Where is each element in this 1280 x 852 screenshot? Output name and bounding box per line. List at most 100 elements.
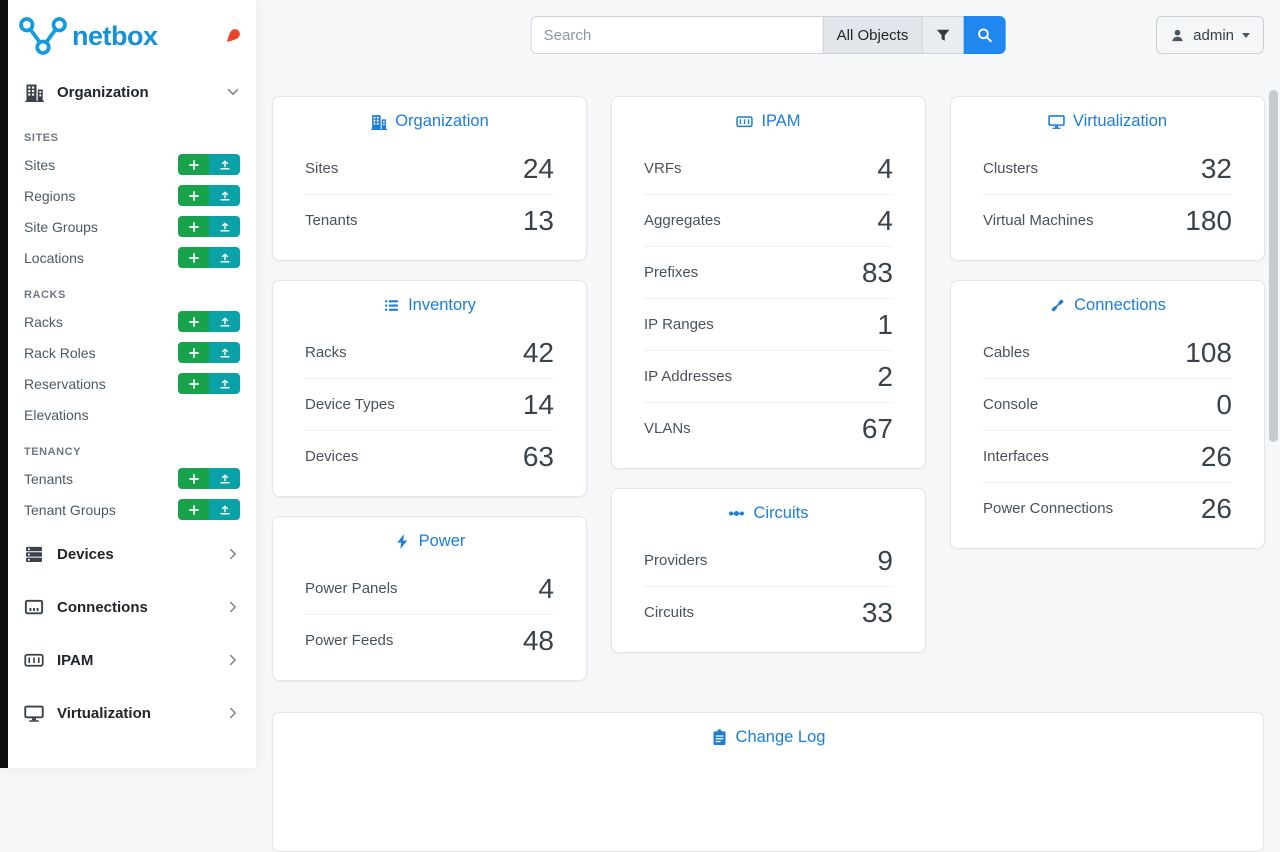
stat-row[interactable]: Cables 108 [983,327,1232,378]
sidebar-item-sites[interactable]: Sites [8,149,256,180]
stat-row[interactable]: Power Feeds 48 [305,614,554,666]
plus-icon [188,190,200,202]
sidebar-item-rack-roles[interactable]: Rack Roles [8,337,256,368]
sidebar-section-connections[interactable]: Connections [8,583,256,631]
stat-label[interactable]: Tenants [305,212,358,229]
stat-row[interactable]: Aggregates 4 [644,194,893,246]
stat-row[interactable]: Providers 9 [644,535,893,586]
sidebar-item-tenant-groups[interactable]: Tenant Groups [8,494,256,525]
sidebar-item-tenants[interactable]: Tenants [8,463,256,494]
add-button[interactable] [178,468,209,489]
stat-row[interactable]: Sites 24 [305,143,554,194]
stat-label[interactable]: Interfaces [983,448,1049,465]
stat-label[interactable]: Power Panels [305,580,398,597]
stat-row[interactable]: IP Ranges 1 [644,298,893,350]
add-button[interactable] [178,373,209,394]
search-submit-button[interactable] [963,16,1006,54]
stat-row[interactable]: Power Connections 26 [983,482,1232,534]
item-actions [178,468,240,489]
filter-button[interactable] [921,16,964,54]
sidebar-item-reservations[interactable]: Reservations [8,368,256,399]
search-input[interactable] [530,16,823,54]
stat-value: 13 [522,205,554,236]
stat-row[interactable]: Tenants 13 [305,194,554,246]
stat-label[interactable]: Power Connections [983,500,1114,517]
dashboard: Organization Sites 24 Tenants 13 Inv [256,54,1280,681]
scrollbar-thumb[interactable] [1269,90,1278,442]
stat-label[interactable]: IP Ranges [644,316,714,333]
import-button[interactable] [209,154,240,175]
add-button[interactable] [178,154,209,175]
add-button[interactable] [178,499,209,520]
stat-row[interactable]: Clusters 32 [983,143,1232,194]
stat-row[interactable]: VRFs 4 [644,143,893,194]
import-button[interactable] [209,185,240,206]
stat-label[interactable]: Device Types [305,396,395,413]
stat-row[interactable]: Interfaces 26 [983,430,1232,482]
sidebar-section-ipam[interactable]: IPAM [8,636,256,684]
sidebar-section-organization[interactable]: Organization [8,68,256,116]
stat-value: 0 [1216,389,1232,420]
stat-row[interactable]: VLANs 67 [644,402,893,454]
stat-row[interactable]: Prefixes 83 [644,246,893,298]
add-button[interactable] [178,311,209,332]
item-actions [178,154,240,175]
import-button[interactable] [209,468,240,489]
section-label: Organization [57,83,149,101]
sidebar-item-locations[interactable]: Locations [8,242,256,273]
stat-value: 26 [1200,441,1232,472]
user-menu[interactable]: admin [1156,16,1264,54]
import-button[interactable] [209,342,240,363]
stat-row[interactable]: Circuits 33 [644,586,893,638]
pin-icon[interactable] [223,27,242,46]
add-button[interactable] [178,216,209,237]
stat-label[interactable]: Circuits [644,604,695,621]
chevron-right-icon [226,600,240,614]
stat-row[interactable]: Device Types 14 [305,378,554,430]
stat-label[interactable]: Aggregates [644,212,721,229]
stat-row[interactable]: Virtual Machines 180 [983,194,1232,246]
stat-label[interactable]: Clusters [983,160,1039,177]
add-button[interactable] [178,185,209,206]
stat-label[interactable]: Racks [305,344,347,361]
stat-row[interactable]: Racks 42 [305,327,554,378]
netbox-logo[interactable]: netbox [18,16,158,56]
list-icon [383,297,400,314]
sidebar-section-devices[interactable]: Devices [8,530,256,578]
stat-row[interactable]: Power Panels 4 [305,563,554,614]
stat-label[interactable]: Virtual Machines [983,212,1094,229]
import-button[interactable] [209,216,240,237]
stat-label[interactable]: Power Feeds [305,632,394,649]
stat-label[interactable]: Devices [305,448,359,465]
stat-value: 1 [877,309,893,340]
import-button[interactable] [209,311,240,332]
stat-label[interactable]: Sites [305,160,339,177]
stat-row[interactable]: IP Addresses 2 [644,350,893,402]
stat-value: 108 [1185,337,1232,368]
import-button[interactable] [209,499,240,520]
card-title: Organization [395,112,489,130]
import-button[interactable] [209,247,240,268]
stat-label[interactable]: Prefixes [644,264,699,281]
stat-label[interactable]: Providers [644,552,708,569]
sidebar-item-site-groups[interactable]: Site Groups [8,211,256,242]
item-actions [178,185,240,206]
stat-label[interactable]: Console [983,396,1039,413]
sidebar-item-elevations[interactable]: Elevations [24,406,89,423]
servers-icon [24,544,44,564]
item-actions [178,247,240,268]
add-button[interactable] [178,247,209,268]
stat-label[interactable]: Cables [983,344,1030,361]
stat-row[interactable]: Console 0 [983,378,1232,430]
sidebar-item-regions[interactable]: Regions [8,180,256,211]
object-type-button[interactable]: All Objects [822,16,922,54]
stat-label[interactable]: VRFs [644,160,682,177]
stat-label[interactable]: IP Addresses [644,368,733,385]
add-button[interactable] [178,342,209,363]
sidebar-item-racks[interactable]: Racks [8,306,256,337]
stat-label[interactable]: VLANs [644,420,691,437]
sidebar-section-virtualization[interactable]: Virtualization [8,689,256,737]
section-label: Connections [57,598,148,616]
stat-row[interactable]: Devices 63 [305,430,554,482]
import-button[interactable] [209,373,240,394]
